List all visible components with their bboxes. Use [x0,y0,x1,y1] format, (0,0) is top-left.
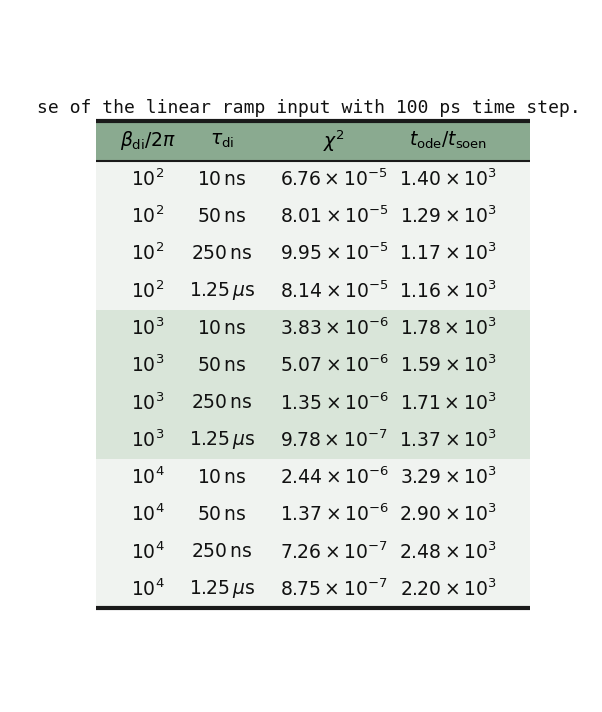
Bar [96,273,530,310]
Text: $2.90 \times 10^{3}$: $2.90 \times 10^{3}$ [400,504,497,525]
Bar [96,198,530,235]
Text: $10^3$: $10^3$ [131,392,164,414]
Text: $\tau_{\mathrm{di}}$: $\tau_{\mathrm{di}}$ [210,131,234,150]
Text: $10^3$: $10^3$ [131,355,164,377]
Bar [96,533,530,570]
Bar [96,384,530,422]
Text: $\beta_{\mathrm{di}}/2\pi$: $\beta_{\mathrm{di}}/2\pi$ [120,130,175,152]
Text: $10\,\mathrm{ns}$: $10\,\mathrm{ns}$ [197,468,247,487]
Text: $2.44 \times 10^{-6}$: $2.44 \times 10^{-6}$ [279,466,389,488]
Bar [96,570,530,608]
Text: $10^2$: $10^2$ [131,281,164,302]
Text: $10^4$: $10^4$ [131,541,164,562]
Text: $250\,\mathrm{ns}$: $250\,\mathrm{ns}$ [191,244,253,263]
Text: $1.17 \times 10^{3}$: $1.17 \times 10^{3}$ [400,243,497,264]
Text: $1.29 \times 10^{3}$: $1.29 \times 10^{3}$ [400,206,497,227]
Text: $250\,\mathrm{ns}$: $250\,\mathrm{ns}$ [191,543,253,562]
Bar [96,235,530,273]
Text: $1.37 \times 10^{-6}$: $1.37 \times 10^{-6}$ [279,504,389,525]
Text: $1.35 \times 10^{-6}$: $1.35 \times 10^{-6}$ [279,392,389,414]
Text: $1.25\,\mu\mathrm{s}$: $1.25\,\mu\mathrm{s}$ [189,280,255,302]
Text: $1.40 \times 10^{3}$: $1.40 \times 10^{3}$ [400,169,497,190]
Text: $2.20 \times 10^{3}$: $2.20 \times 10^{3}$ [400,579,497,600]
Text: $2.48 \times 10^{3}$: $2.48 \times 10^{3}$ [400,541,497,562]
Text: $10^4$: $10^4$ [131,504,164,525]
Text: $7.26 \times 10^{-7}$: $7.26 \times 10^{-7}$ [280,541,388,562]
Text: $50\,\mathrm{ns}$: $50\,\mathrm{ns}$ [197,506,247,524]
Text: $3.83 \times 10^{-6}$: $3.83 \times 10^{-6}$ [280,318,389,339]
Text: $10^4$: $10^4$ [131,466,164,488]
Text: $10^4$: $10^4$ [131,579,164,600]
Text: $\chi^2$: $\chi^2$ [323,128,345,154]
Text: $5.07 \times 10^{-6}$: $5.07 \times 10^{-6}$ [279,355,389,377]
Text: $10^2$: $10^2$ [131,169,164,190]
Text: $9.78 \times 10^{-7}$: $9.78 \times 10^{-7}$ [281,429,388,451]
Text: $1.78 \times 10^{3}$: $1.78 \times 10^{3}$ [400,318,497,339]
Bar [96,422,530,459]
Bar [96,496,530,533]
Text: $8.75 \times 10^{-7}$: $8.75 \times 10^{-7}$ [281,579,388,600]
Bar [96,160,530,198]
Bar [96,121,530,160]
Bar [96,347,530,384]
Text: $1.59 \times 10^{3}$: $1.59 \times 10^{3}$ [400,355,497,377]
Text: $10^2$: $10^2$ [131,206,164,227]
Text: $50\,\mathrm{ns}$: $50\,\mathrm{ns}$ [197,356,247,375]
Text: $6.76 \times 10^{-5}$: $6.76 \times 10^{-5}$ [281,169,388,190]
Text: $50\,\mathrm{ns}$: $50\,\mathrm{ns}$ [197,207,247,226]
Text: $1.71 \times 10^{3}$: $1.71 \times 10^{3}$ [400,392,497,414]
Text: $10\,\mathrm{ns}$: $10\,\mathrm{ns}$ [197,169,247,189]
Text: $8.01 \times 10^{-5}$: $8.01 \times 10^{-5}$ [280,206,389,227]
Text: $9.95 \times 10^{-5}$: $9.95 \times 10^{-5}$ [280,243,389,264]
Text: $1.16 \times 10^{3}$: $1.16 \times 10^{3}$ [400,281,497,302]
Text: $10^3$: $10^3$ [131,318,164,339]
Bar [96,310,530,347]
Text: $8.14 \times 10^{-5}$: $8.14 \times 10^{-5}$ [280,281,389,302]
Text: $10\,\mathrm{ns}$: $10\,\mathrm{ns}$ [197,319,247,337]
Text: $1.25\,\mu\mathrm{s}$: $1.25\,\mu\mathrm{s}$ [189,578,255,600]
Text: $10^2$: $10^2$ [131,243,164,264]
Text: se of the linear ramp input with 100 ps time step.: se of the linear ramp input with 100 ps … [37,99,580,117]
Text: $3.29 \times 10^{3}$: $3.29 \times 10^{3}$ [400,466,497,488]
Text: $t_{\mathrm{ode}}/t_{\mathrm{soen}}$: $t_{\mathrm{ode}}/t_{\mathrm{soen}}$ [409,130,488,152]
Text: $10^3$: $10^3$ [131,429,164,451]
Bar [96,459,530,496]
Text: $1.37 \times 10^{3}$: $1.37 \times 10^{3}$ [400,429,497,451]
Text: $250\,\mathrm{ns}$: $250\,\mathrm{ns}$ [191,393,253,412]
Text: $1.25\,\mu\mathrm{s}$: $1.25\,\mu\mathrm{s}$ [189,429,255,451]
